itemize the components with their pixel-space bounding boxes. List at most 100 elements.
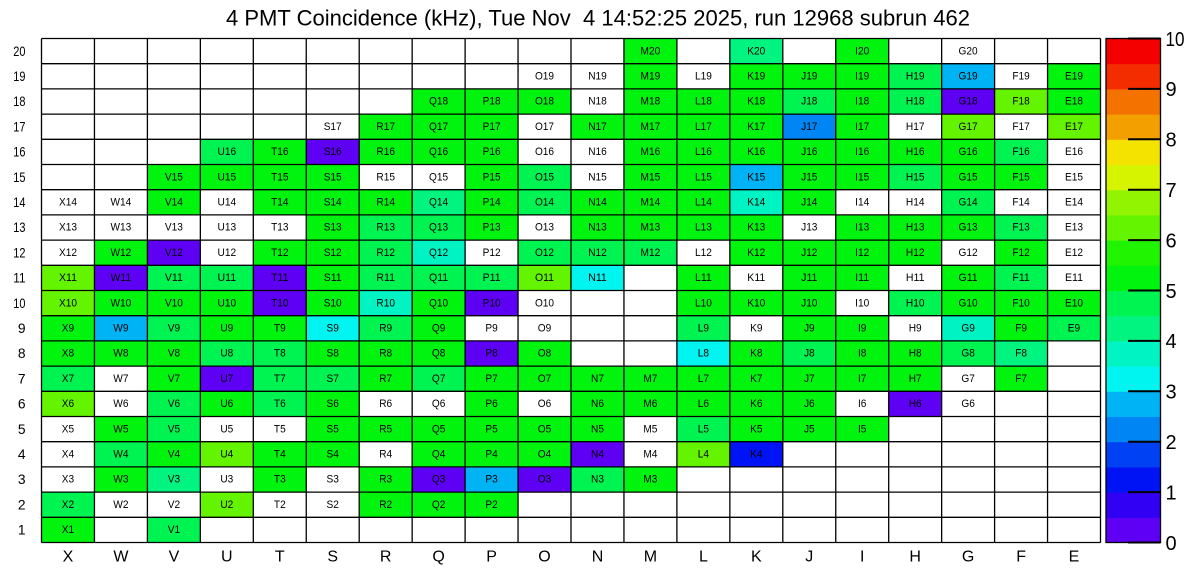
svg-text:M20: M20	[641, 45, 661, 57]
svg-text:X: X	[63, 549, 74, 566]
svg-text:X1: X1	[62, 524, 74, 536]
svg-text:G: G	[962, 549, 974, 566]
svg-text:L16: L16	[695, 146, 712, 158]
svg-text:T10: T10	[271, 297, 288, 309]
svg-text:E12: E12	[1065, 247, 1083, 259]
svg-text:L8: L8	[698, 348, 709, 360]
svg-text:V6: V6	[168, 398, 180, 410]
svg-text:L15: L15	[695, 171, 712, 183]
svg-text:U2: U2	[220, 499, 233, 511]
svg-text:Q13: Q13	[429, 222, 448, 234]
svg-text:I10: I10	[855, 297, 869, 309]
svg-text:E18: E18	[1065, 96, 1083, 108]
svg-text:16: 16	[13, 145, 25, 160]
svg-text:P16: P16	[483, 146, 501, 158]
svg-text:M14: M14	[641, 197, 661, 209]
svg-text:10: 10	[13, 296, 25, 311]
svg-text:M3: M3	[643, 474, 657, 486]
svg-text:V: V	[169, 549, 180, 566]
svg-text:E16: E16	[1065, 146, 1083, 158]
svg-text:S16: S16	[324, 146, 342, 158]
svg-text:Q15: Q15	[429, 171, 448, 183]
svg-text:H17: H17	[906, 121, 925, 133]
svg-text:L13: L13	[695, 222, 712, 234]
svg-text:Q2: Q2	[432, 499, 446, 511]
svg-text:W10: W10	[111, 297, 132, 309]
svg-text:8: 8	[1166, 130, 1177, 152]
svg-text:H10: H10	[906, 297, 925, 309]
svg-text:X8: X8	[62, 348, 74, 360]
svg-text:H19: H19	[906, 71, 925, 83]
svg-text:W13: W13	[111, 222, 132, 234]
svg-text:H9: H9	[909, 323, 922, 335]
svg-text:F7: F7	[1015, 373, 1027, 385]
svg-text:S2: S2	[327, 499, 339, 511]
svg-text:2: 2	[1166, 432, 1177, 454]
svg-text:X14: X14	[59, 197, 77, 209]
svg-text:N3: N3	[591, 474, 604, 486]
svg-text:Q9: Q9	[432, 323, 446, 335]
svg-text:J10: J10	[801, 297, 817, 309]
svg-text:N18: N18	[588, 96, 607, 108]
svg-text:T2: T2	[274, 499, 286, 511]
svg-text:W9: W9	[113, 323, 128, 335]
svg-text:O4: O4	[538, 449, 552, 461]
svg-text:H11: H11	[906, 272, 925, 284]
svg-text:U14: U14	[218, 197, 237, 209]
svg-text:M: M	[644, 549, 657, 566]
svg-text:6: 6	[1166, 230, 1177, 252]
svg-text:R14: R14	[376, 197, 395, 209]
svg-text:O18: O18	[535, 96, 554, 108]
svg-text:4 PMT Coincidence (kHz), Tue N: 4 PMT Coincidence (kHz), Tue Nov 4 14:52…	[226, 5, 970, 30]
svg-text:L5: L5	[698, 423, 709, 435]
svg-text:Q12: Q12	[429, 247, 448, 259]
svg-text:G20: G20	[959, 45, 978, 57]
svg-text:N11: N11	[588, 272, 607, 284]
svg-text:W2: W2	[113, 499, 128, 511]
svg-text:W8: W8	[113, 348, 128, 360]
svg-text:Q5: Q5	[432, 423, 446, 435]
svg-text:J5: J5	[804, 423, 815, 435]
svg-text:J14: J14	[801, 197, 817, 209]
svg-text:P5: P5	[485, 423, 497, 435]
svg-text:P7: P7	[485, 373, 497, 385]
svg-text:O17: O17	[535, 121, 554, 133]
svg-text:K8: K8	[750, 348, 762, 360]
svg-text:E11: E11	[1065, 272, 1083, 284]
svg-text:K16: K16	[747, 146, 765, 158]
svg-text:I8: I8	[858, 348, 866, 360]
svg-text:T4: T4	[274, 449, 286, 461]
svg-text:O15: O15	[535, 171, 554, 183]
svg-text:S7: S7	[327, 373, 339, 385]
svg-text:O: O	[538, 549, 550, 566]
svg-text:X2: X2	[62, 499, 74, 511]
svg-text:L18: L18	[695, 96, 712, 108]
svg-text:X7: X7	[62, 373, 74, 385]
svg-text:Q16: Q16	[429, 146, 448, 158]
svg-text:14: 14	[13, 195, 25, 210]
svg-text:11: 11	[13, 271, 25, 286]
svg-text:F18: F18	[1012, 96, 1029, 108]
svg-text:S12: S12	[324, 247, 342, 259]
svg-text:K5: K5	[750, 423, 762, 435]
svg-text:J19: J19	[801, 71, 817, 83]
svg-text:R3: R3	[379, 474, 392, 486]
svg-text:N4: N4	[591, 449, 604, 461]
svg-text:U6: U6	[220, 398, 233, 410]
svg-text:I14: I14	[855, 197, 869, 209]
svg-text:I5: I5	[858, 423, 866, 435]
svg-text:K20: K20	[747, 45, 765, 57]
svg-text:H14: H14	[906, 197, 925, 209]
svg-text:2: 2	[18, 497, 26, 512]
svg-text:U3: U3	[220, 474, 233, 486]
svg-text:F19: F19	[1012, 71, 1029, 83]
svg-text:X6: X6	[62, 398, 74, 410]
svg-text:S5: S5	[327, 423, 339, 435]
svg-text:W7: W7	[113, 373, 128, 385]
svg-text:Q17: Q17	[429, 121, 448, 133]
svg-text:X13: X13	[59, 222, 77, 234]
svg-text:O3: O3	[538, 474, 552, 486]
svg-text:H16: H16	[906, 146, 925, 158]
svg-text:N17: N17	[588, 121, 607, 133]
svg-text:S: S	[327, 549, 338, 566]
